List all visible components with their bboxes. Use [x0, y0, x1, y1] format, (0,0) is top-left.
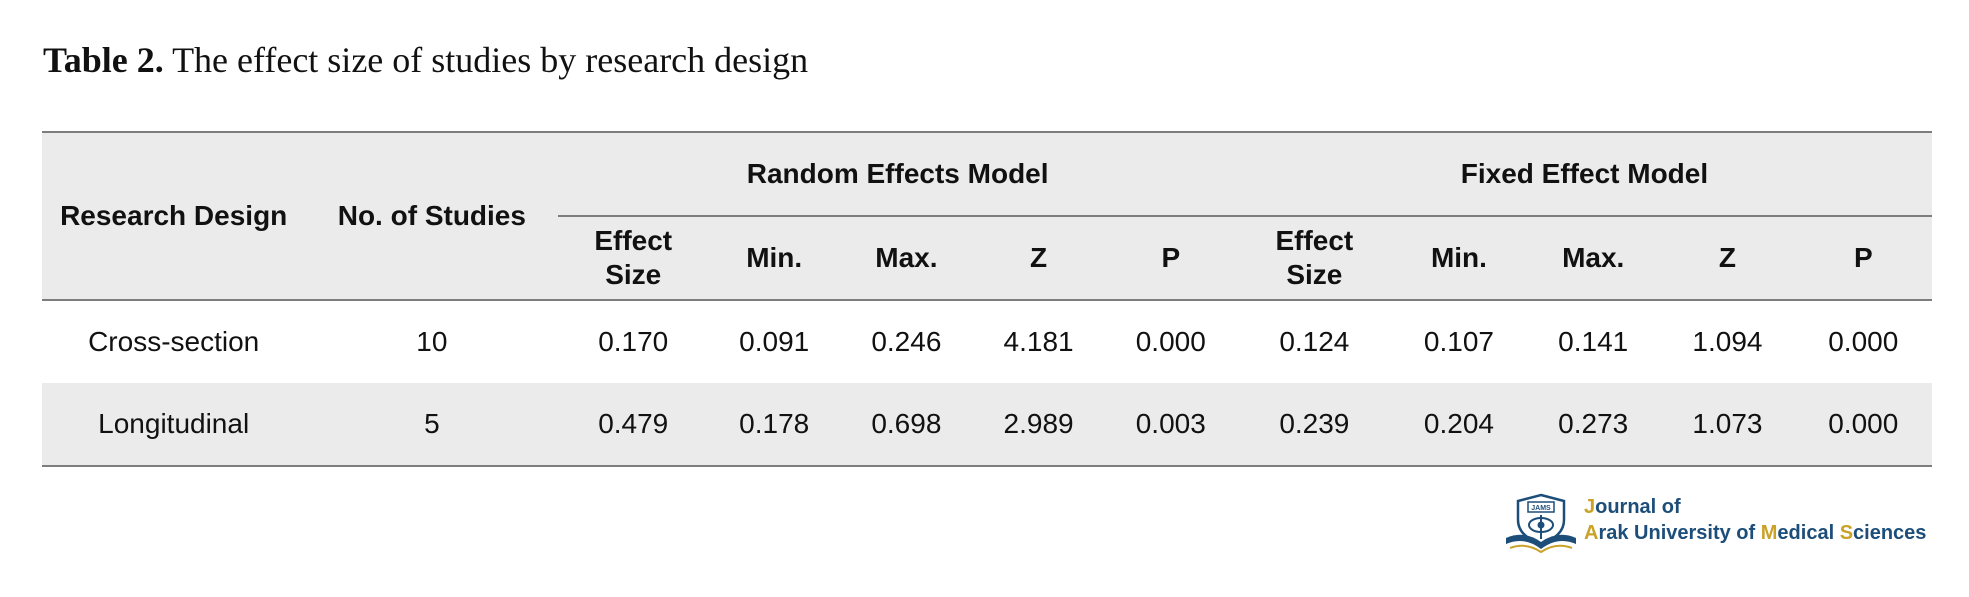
cell-random-max: 0.698: [840, 383, 973, 466]
cell-fixed-p: 0.000: [1794, 383, 1932, 466]
header-research-design: Research Design: [42, 132, 306, 300]
header-random-effects-model: Random Effects Model: [558, 132, 1237, 217]
cell-random-z: 4.181: [1003, 326, 1074, 357]
cell-random-max: 0.246: [871, 326, 942, 357]
cell-random-p: 0.000: [1135, 326, 1206, 357]
cell-design: Cross-section: [88, 326, 260, 357]
header-fixed-effect-size: Effect Size: [1236, 216, 1392, 300]
cell-random-p: 0.003: [1104, 383, 1237, 466]
cell-fixed-effect-size: 0.239: [1236, 383, 1392, 466]
header-fixed-max: Max.: [1526, 216, 1661, 300]
table-body: Cross-section 10 0.170 0.091 0.246 4.181…: [42, 300, 1932, 466]
header-fixed-effect-model: Fixed Effect Model: [1236, 132, 1932, 217]
table-row: Longitudinal 5 0.479 0.178 0.698 2.989 0…: [42, 383, 1932, 466]
journal-name-line-1: Journal of: [1584, 496, 1681, 518]
emblem-text: JAMS: [1531, 505, 1551, 512]
caption-text: The effect size of studies by research d…: [163, 40, 809, 80]
journal-name-line-2: Arak University of Medical Sciences: [1584, 522, 1927, 544]
cell-random-min: 0.091: [739, 326, 810, 357]
cell-studies: 10: [416, 326, 448, 357]
cell-random-effect-size: 0.479: [558, 383, 709, 466]
journal-logo: JAMS Journal of Arak University of Medic…: [1504, 492, 1934, 554]
cell-fixed-z: 1.094: [1692, 326, 1763, 357]
header-fixed-min: Min.: [1391, 216, 1527, 300]
header-random-max: Max.: [840, 216, 973, 300]
cell-fixed-p: 0.000: [1828, 326, 1899, 357]
header-random-effect-size: Effect Size: [558, 216, 709, 300]
cell-fixed-effect-size: 0.124: [1279, 326, 1350, 357]
caption-label: Table 2.: [43, 40, 164, 80]
cell-fixed-max: 0.273: [1526, 383, 1661, 466]
header-fixed-z: Z: [1660, 216, 1795, 300]
effect-size-table: Research Design No. of Studies Random Ef…: [42, 131, 1932, 467]
journal-emblem-icon: JAMS: [1506, 493, 1576, 554]
table-caption: Table 2. The effect size of studies by r…: [43, 36, 808, 84]
header-fixed-p: P: [1794, 216, 1932, 300]
header-random-min: Min.: [708, 216, 841, 300]
cell-random-effect-size: 0.170: [598, 326, 669, 357]
header-no-of-studies: No. of Studies: [305, 132, 559, 300]
header-random-p: P: [1104, 216, 1237, 300]
cell-studies: 5: [305, 383, 559, 466]
cell-fixed-z: 1.073: [1660, 383, 1795, 466]
table-row: Cross-section 10 0.170 0.091 0.246 4.181…: [42, 300, 1932, 383]
cell-design: Longitudinal: [42, 383, 306, 466]
cell-fixed-min: 0.204: [1391, 383, 1527, 466]
header-row-2: Effect Size Min. Max. Z P Effect Size Mi…: [42, 216, 1932, 300]
cell-random-min: 0.178: [708, 383, 841, 466]
cell-random-z: 2.989: [972, 383, 1105, 466]
cell-fixed-max: 0.141: [1558, 326, 1629, 357]
header-random-z: Z: [972, 216, 1105, 300]
table-header: Research Design No. of Studies Random Ef…: [42, 132, 1932, 300]
journal-name: Journal of Arak University of Medical Sc…: [1584, 494, 1926, 546]
header-row-1: Research Design No. of Studies Random Ef…: [42, 132, 1932, 300]
cell-fixed-min: 0.107: [1423, 326, 1494, 357]
